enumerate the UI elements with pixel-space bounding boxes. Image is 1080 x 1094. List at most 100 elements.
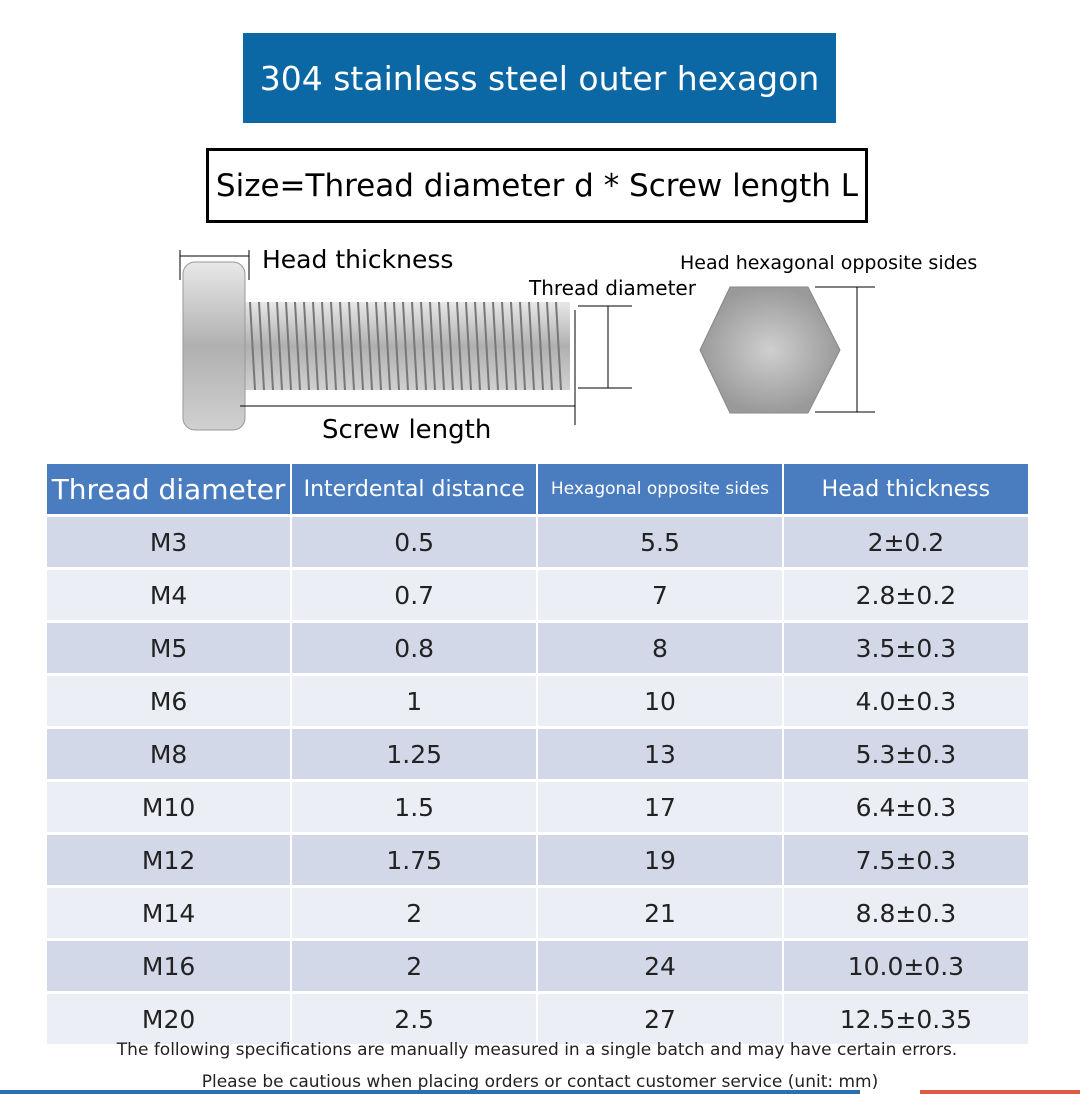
thread-line <box>375 301 382 391</box>
table-cell: 1.25 <box>292 726 539 779</box>
label-head-thickness: Head thickness <box>262 245 454 274</box>
thread-line <box>546 301 553 391</box>
table-cell: 8.8±0.3 <box>783 885 1030 938</box>
table-cell: 0.8 <box>292 620 539 673</box>
table-cell: 24 <box>538 938 784 991</box>
table-cell: 6.4±0.3 <box>783 779 1030 832</box>
table-cell: 2 <box>292 938 539 991</box>
table-cell: 7 <box>538 567 784 620</box>
table-cell: 2.5 <box>292 991 539 1044</box>
table-cell: 0.5 <box>292 514 539 567</box>
subtitle: Size=Thread diameter d * Screw length L <box>206 148 868 223</box>
table-cell: M3 <box>47 514 293 567</box>
thread-line <box>249 301 256 391</box>
thread-line <box>528 301 535 391</box>
thread-line <box>276 301 283 391</box>
thread-line <box>312 301 319 391</box>
table-cell: 1.5 <box>292 779 539 832</box>
table-cell: M20 <box>47 991 293 1044</box>
label-screw-length: Screw length <box>322 415 492 445</box>
table-cell: 17 <box>538 779 784 832</box>
table-cell: 7.5±0.3 <box>783 832 1030 885</box>
footer-note: Please be cautious when placing orders o… <box>201 1072 879 1092</box>
table-cell: M12 <box>47 832 293 885</box>
table-row: M3 0.5 5.5 2±0.2 <box>47 514 1030 567</box>
column-header: Interdental distance <box>292 464 539 514</box>
thread-line <box>393 301 400 391</box>
table-cell: 2.8±0.2 <box>783 567 1030 620</box>
thread-line <box>447 301 454 391</box>
title: 304 stainless steel outer hexagon <box>243 33 836 123</box>
thread-line <box>492 301 499 391</box>
table-cell: 10 <box>538 673 784 726</box>
table-cell: 1.75 <box>292 832 539 885</box>
label-thread-diameter: Thread diameter <box>529 276 696 300</box>
thread-line <box>537 301 544 391</box>
table-cell: M8 <box>47 726 293 779</box>
thread-line <box>357 301 364 391</box>
table-cell: 12.5±0.35 <box>783 991 1030 1044</box>
thread-line <box>348 301 355 391</box>
table-cell: 21 <box>538 885 784 938</box>
table-cell: M16 <box>47 938 293 991</box>
table-cell: 2±0.2 <box>783 514 1030 567</box>
thread-line <box>429 301 436 391</box>
table-cell: M10 <box>47 779 293 832</box>
thread-line <box>285 301 292 391</box>
footer-note: The following specifications are manuall… <box>116 1040 958 1060</box>
bottom-bar <box>0 1090 860 1094</box>
thread-line <box>510 301 517 391</box>
table-cell: M4 <box>47 567 293 620</box>
thread-line <box>339 301 346 391</box>
thread-line <box>483 301 490 391</box>
table-cell: 8 <box>538 620 784 673</box>
thread-line <box>402 301 409 391</box>
table-cell: M6 <box>47 673 293 726</box>
table-row: M14 2 21 8.8±0.3 <box>47 885 1030 938</box>
table-cell: 0.7 <box>292 567 539 620</box>
table-cell: 1 <box>292 673 539 726</box>
thread-line <box>411 301 418 391</box>
bottom-bar <box>920 1090 1080 1094</box>
thread-line <box>519 301 526 391</box>
thread-line <box>366 301 373 391</box>
table-cell: 5.3±0.3 <box>783 726 1030 779</box>
table-row: M6 1 10 4.0±0.3 <box>47 673 1030 726</box>
thread-line <box>438 301 445 391</box>
table-cell: M14 <box>47 885 293 938</box>
column-header: Hexagonal opposite sides <box>538 464 784 514</box>
table-cell: 27 <box>538 991 784 1044</box>
column-header: Thread diameter <box>47 464 293 514</box>
table-row: M5 0.8 8 3.5±0.3 <box>47 620 1030 673</box>
bolt-diagram <box>179 250 875 431</box>
thread-line <box>456 301 463 391</box>
thread-line <box>294 301 301 391</box>
table-row: M10 1.5 17 6.4±0.3 <box>47 779 1030 832</box>
table-cell: 10.0±0.3 <box>783 938 1030 991</box>
table-row: M12 1.75 19 7.5±0.3 <box>47 832 1030 885</box>
thread-line <box>258 301 265 391</box>
table-cell: 4.0±0.3 <box>783 673 1030 726</box>
label-hex-sides: Head hexagonal opposite sides <box>680 252 978 274</box>
table-row: M20 2.5 27 12.5±0.35 <box>47 991 1030 1044</box>
table-cell: 13 <box>538 726 784 779</box>
thread-line <box>321 301 328 391</box>
thread-line <box>420 301 427 391</box>
thread-line <box>474 301 481 391</box>
table-cell: 19 <box>538 832 784 885</box>
thread-line <box>330 301 337 391</box>
thread-line <box>465 301 472 391</box>
spec-table: Thread diameter Interdental distance Hexag… <box>47 464 1030 1044</box>
thread-line <box>501 301 508 391</box>
thread-line <box>267 301 274 391</box>
table-row: M16 2 24 10.0±0.3 <box>47 938 1030 991</box>
table-row: M8 1.25 13 5.3±0.3 <box>47 726 1030 779</box>
thread-line <box>555 301 562 391</box>
thread-line <box>303 301 310 391</box>
table-cell: 5.5 <box>538 514 784 567</box>
column-header: Head thickness <box>783 464 1030 514</box>
table-cell: 3.5±0.3 <box>783 620 1030 673</box>
table-cell: M5 <box>47 620 293 673</box>
thread-line <box>384 301 391 391</box>
